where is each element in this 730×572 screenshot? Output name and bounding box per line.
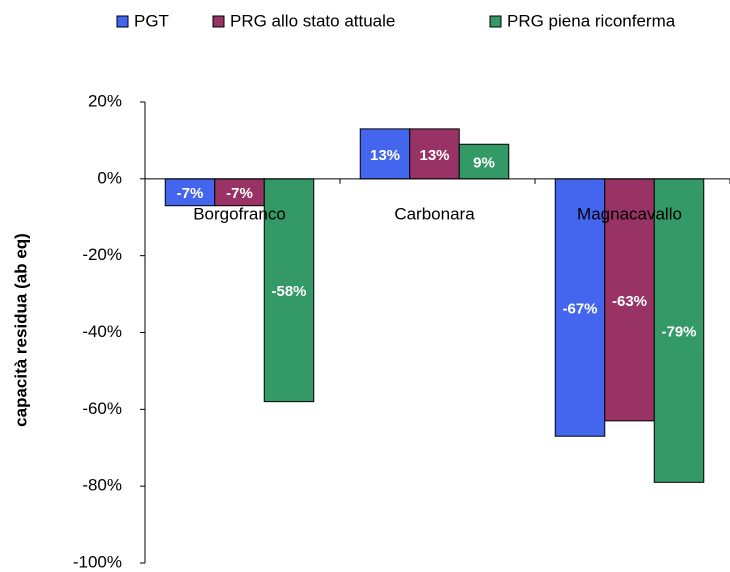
value-label: 9% [473, 155, 495, 172]
bar [653, 178, 705, 483]
value-label: -7% [226, 185, 253, 202]
x-tick-label: Magnacavallo [577, 204, 682, 223]
bar [359, 128, 411, 180]
bar [263, 178, 315, 403]
y-tick-label: -60% [82, 399, 122, 418]
value-label: -7% [177, 185, 204, 202]
legend-swatch [212, 15, 225, 28]
legend-label: PGT [134, 11, 169, 30]
value-label: -58% [271, 283, 306, 300]
y-tick-label: -80% [82, 476, 122, 495]
x-tick-label: Borgofranco [193, 204, 286, 223]
y-tick-label: -20% [82, 245, 122, 264]
bar [554, 178, 606, 437]
y-tick-label: 0% [97, 168, 122, 187]
y-tick-label: -100% [73, 552, 122, 571]
y-tick-label: 20% [88, 91, 122, 110]
bar [214, 178, 265, 207]
bar [409, 128, 460, 180]
y-axis-title: capacità residua (ab eq) [11, 233, 30, 427]
bar [458, 143, 510, 180]
x-tick-label: Carbonara [394, 204, 475, 223]
bar [604, 178, 655, 422]
legend-label: PRG piena riconferma [507, 11, 676, 30]
legend-swatch [116, 15, 129, 28]
bar [164, 178, 216, 207]
y-tick-label: -40% [82, 322, 122, 341]
value-label: 13% [419, 147, 449, 164]
legend-swatch [489, 15, 502, 28]
value-label: -63% [612, 293, 647, 310]
value-label: -79% [661, 324, 696, 341]
value-label: -67% [562, 300, 597, 317]
value-label: 13% [370, 147, 400, 164]
legend-label: PRG allo stato attuale [230, 11, 395, 30]
